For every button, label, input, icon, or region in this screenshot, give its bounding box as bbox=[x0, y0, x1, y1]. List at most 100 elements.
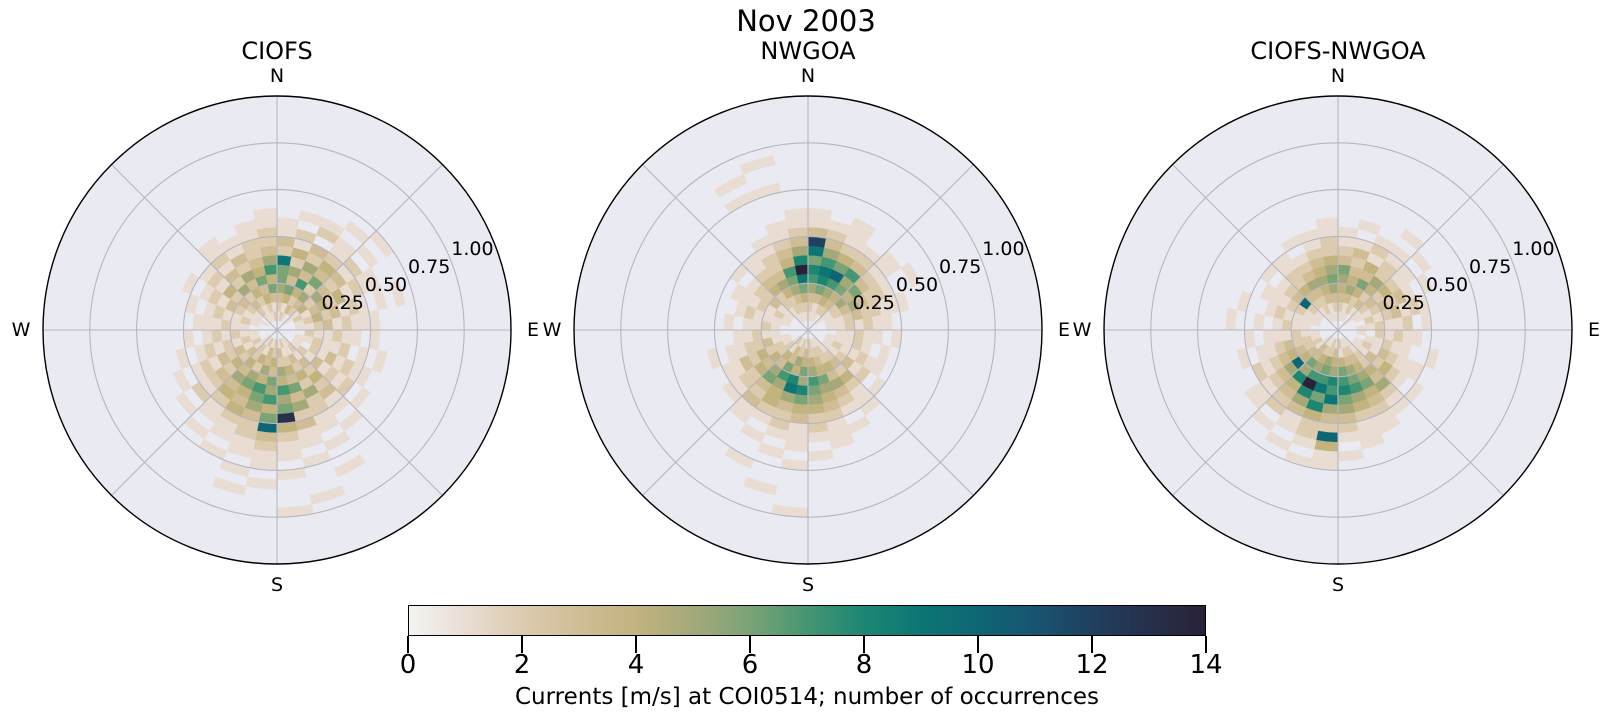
compass-label-e: E bbox=[1588, 319, 1600, 341]
histogram-cell bbox=[276, 366, 287, 378]
histogram-cell bbox=[807, 403, 825, 415]
histogram-cell bbox=[1337, 245, 1355, 257]
colorbar-tick-mark bbox=[521, 636, 523, 653]
histogram-cell bbox=[807, 430, 831, 443]
histogram-cell bbox=[350, 313, 362, 331]
polar-spine bbox=[573, 95, 1043, 565]
histogram-cell bbox=[760, 329, 772, 340]
histogram-cell bbox=[871, 315, 884, 331]
radial-tick-label: 0.75 bbox=[939, 256, 981, 278]
histogram-cell bbox=[807, 264, 822, 276]
compass-label-s: S bbox=[802, 574, 814, 596]
compass-label-e: E bbox=[1058, 319, 1070, 341]
histogram-cell bbox=[714, 174, 748, 199]
polar-grid bbox=[1104, 96, 1572, 564]
radial-tick-label: 1.00 bbox=[451, 238, 493, 260]
histogram-cell bbox=[1392, 329, 1404, 344]
histogram-cell bbox=[743, 476, 778, 496]
histogram-cell bbox=[793, 393, 809, 406]
radial-tick-label: 0.50 bbox=[365, 274, 407, 296]
compass-label-n: N bbox=[270, 65, 284, 87]
histogram-cell bbox=[201, 315, 214, 331]
histogram-cell bbox=[276, 245, 294, 257]
histogram-cell bbox=[751, 329, 763, 342]
colorbar-tick-label: 8 bbox=[855, 650, 873, 680]
histogram-cell bbox=[1337, 403, 1355, 415]
compass-label-s: S bbox=[1332, 574, 1344, 596]
histogram-cell bbox=[1337, 254, 1353, 267]
histogram-cell bbox=[794, 384, 809, 396]
colorbar-tick-label: 10 bbox=[961, 650, 995, 680]
compass-label-w: W bbox=[543, 319, 562, 341]
histogram-cell bbox=[1337, 393, 1353, 406]
histogram-cell bbox=[1290, 329, 1302, 340]
colorbar-gradient bbox=[408, 605, 1206, 636]
histogram-cell bbox=[791, 403, 809, 415]
histogram-cell bbox=[340, 329, 353, 345]
histogram-cell bbox=[1321, 245, 1339, 257]
angular-gridline bbox=[111, 164, 443, 496]
histogram-cell bbox=[263, 384, 278, 396]
histogram-cell bbox=[871, 329, 884, 345]
angular-gridline bbox=[1172, 164, 1504, 496]
compass-label-s: S bbox=[271, 574, 283, 596]
colorbar-tick-label: 12 bbox=[1075, 650, 1109, 680]
histogram-cell bbox=[276, 403, 294, 415]
histogram-cell bbox=[229, 329, 241, 340]
histogram-cell bbox=[1401, 315, 1414, 331]
histogram-cell bbox=[793, 254, 809, 267]
radial-tick-label: 0.25 bbox=[1383, 292, 1425, 314]
histogram-cell bbox=[1281, 329, 1293, 342]
histogram-cell bbox=[267, 282, 278, 294]
histogram-cell bbox=[331, 329, 343, 344]
histogram-cells-layer bbox=[172, 208, 406, 518]
colorbar-tick-label: 14 bbox=[1189, 650, 1223, 680]
histogram-cell bbox=[265, 273, 278, 285]
histogram-cell bbox=[862, 316, 874, 331]
histogram-cell bbox=[1272, 329, 1284, 344]
histogram-cell bbox=[309, 485, 346, 505]
histogram-cell bbox=[276, 254, 292, 267]
histogram-cell bbox=[1374, 320, 1386, 331]
histogram-cell bbox=[276, 384, 291, 396]
histogram-cell bbox=[880, 250, 902, 274]
histogram-cell bbox=[276, 217, 300, 230]
histogram-cell bbox=[389, 279, 406, 307]
radial-tick-label: 0.25 bbox=[322, 292, 364, 314]
histogram-cell bbox=[807, 366, 818, 378]
radial-tick-label: 1.00 bbox=[982, 238, 1024, 260]
histogram-cell bbox=[1324, 384, 1339, 396]
radial-tick-label: 0.75 bbox=[1469, 256, 1511, 278]
histogram-cell bbox=[220, 329, 232, 342]
histogram-cell bbox=[1323, 254, 1339, 267]
histogram-cell bbox=[1337, 264, 1352, 276]
colorbar-tick-label: 0 bbox=[399, 650, 417, 680]
histogram-cell bbox=[1411, 329, 1423, 347]
histogram-cell bbox=[260, 403, 278, 415]
radial-tick-label: 0.50 bbox=[1426, 274, 1468, 296]
histogram-cell bbox=[211, 329, 223, 344]
histogram-cell bbox=[862, 329, 874, 344]
histogram-cell bbox=[807, 375, 820, 387]
polar-grid bbox=[574, 96, 1042, 564]
polar-grid bbox=[43, 96, 511, 564]
histogram-cell bbox=[1337, 375, 1350, 387]
histogram-cell bbox=[276, 393, 292, 406]
compass-label-w: W bbox=[12, 319, 31, 341]
histogram-cell bbox=[1337, 430, 1361, 443]
polar-plot-ciofs-nwgoa: 0.250.500.751.00 N E S W bbox=[1073, 65, 1600, 596]
histogram-cell bbox=[201, 329, 214, 345]
histogram-cell bbox=[1337, 384, 1352, 396]
histogram-cell bbox=[1328, 282, 1339, 294]
histogram-cell bbox=[340, 315, 353, 331]
histogram-cell bbox=[1272, 316, 1284, 331]
histogram-cell bbox=[212, 476, 247, 496]
radial-tick-label: 0.50 bbox=[896, 274, 938, 296]
histogram-cell bbox=[262, 254, 278, 267]
histogram-cell bbox=[796, 273, 809, 285]
histogram-cell bbox=[807, 393, 823, 406]
histogram-cells-layer bbox=[1225, 217, 1440, 471]
histogram-cell bbox=[260, 245, 278, 257]
compass-label-w: W bbox=[1073, 319, 1092, 341]
histogram-cell bbox=[1383, 318, 1395, 331]
